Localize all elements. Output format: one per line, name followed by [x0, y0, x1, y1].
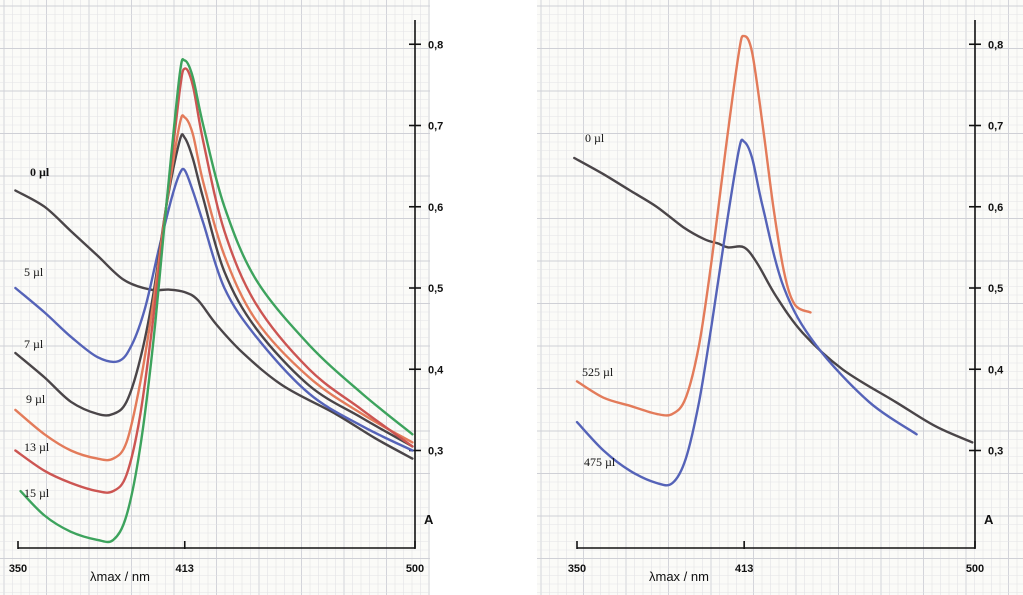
- series-label-0-l: 0 µl: [30, 165, 50, 179]
- y-axis-title: A: [424, 512, 434, 527]
- y-tick-label: 0,6: [428, 202, 443, 214]
- series-line-0-l: [14, 189, 414, 460]
- y-tick-label: 0,7: [988, 121, 1003, 133]
- x-tick-label: 350: [9, 563, 27, 575]
- y-tick-label: 0,5: [988, 283, 1003, 295]
- series-label-9-l: 9 µl: [26, 392, 46, 406]
- series-line-525-l: [575, 34, 812, 417]
- y-tick-label: 0,7: [428, 121, 443, 133]
- y-tick-label: 0,8: [428, 39, 443, 51]
- y-tick-label: 0,4: [988, 364, 1004, 376]
- x-axis-title: λmax / nm: [90, 569, 150, 584]
- series-label-15-l: 15 µl: [24, 486, 50, 500]
- series-line-15-l: [19, 58, 414, 544]
- x-tick-label: 500: [406, 563, 424, 575]
- left-chart-panel: 350 413 500 0,3 0,4 0,5 0,6 0,7 0,8 λmax / nm A 0 µ…: [0, 0, 444, 595]
- x-axis-title: λmax / nm: [649, 569, 709, 584]
- x-tick-label: 413: [176, 563, 194, 575]
- x-tick-label: 413: [735, 563, 753, 575]
- y-tick-label: 0,8: [988, 39, 1003, 51]
- x-tick-label: 500: [966, 563, 984, 575]
- y-tick-label: 0,6: [988, 202, 1003, 214]
- graph-paper: [537, 0, 1023, 595]
- series-label-525-l: 525 µl: [582, 365, 614, 379]
- y-tick-label: 0,4: [428, 364, 444, 376]
- series-label-0-l: 0 µl: [585, 131, 605, 145]
- series-line-5-l: [14, 167, 414, 452]
- x-tick-label: 350: [568, 563, 586, 575]
- series-label-5-l: 5 µl: [24, 265, 44, 279]
- series-line-0-l: [573, 156, 974, 444]
- series-line-9-l: [14, 114, 414, 462]
- graph-paper: [0, 0, 430, 595]
- series-line-475-l: [575, 138, 918, 487]
- y-tick-label: 0,3: [428, 446, 443, 458]
- y-tick-label: 0,3: [988, 446, 1003, 458]
- grid: [0, 0, 430, 595]
- y-axis-title: A: [984, 512, 994, 527]
- right-chart-panel: 350 413 500 0,3 0,4 0,5 0,6 0,7 0,8 λmax / nm A 0 µ…: [537, 0, 1023, 595]
- series-label-13-l: 13 µl: [24, 440, 50, 454]
- series-label-475-l: 475 µl: [584, 455, 616, 469]
- series-line-7-l: [14, 133, 414, 448]
- y-tick-label: 0,5: [428, 283, 443, 295]
- series-label-7-l: 7 µl: [24, 337, 44, 351]
